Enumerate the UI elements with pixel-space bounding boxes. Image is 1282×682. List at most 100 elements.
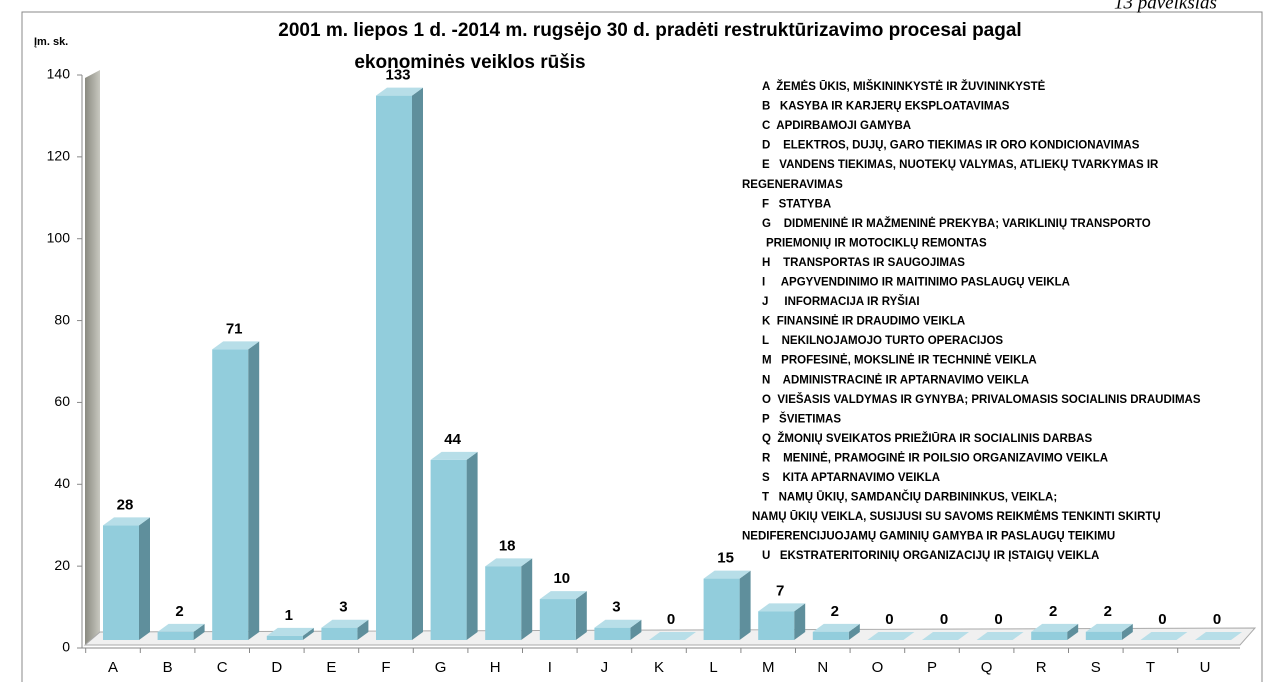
bar-face bbox=[157, 631, 194, 640]
bar-face bbox=[466, 451, 478, 640]
bar-face bbox=[412, 87, 423, 640]
bar bbox=[758, 603, 806, 640]
bar bbox=[922, 632, 969, 640]
legend-line: M PROFESINĖ, MOKSLINĖ IR TECHNINĖ VEIKLA bbox=[762, 354, 1037, 367]
value-label: 2 bbox=[175, 603, 183, 620]
bar-face bbox=[193, 623, 205, 640]
bar-face bbox=[376, 95, 412, 640]
x-tick-label: O bbox=[872, 659, 884, 676]
bar-face bbox=[103, 517, 150, 526]
y-tick-label: 120 bbox=[47, 148, 71, 164]
bar bbox=[1195, 632, 1242, 640]
bar-face bbox=[212, 349, 249, 640]
bar-face bbox=[485, 558, 533, 567]
y-tick-label: 80 bbox=[54, 311, 70, 327]
x-tick-label: P bbox=[927, 659, 937, 676]
bar bbox=[1031, 623, 1079, 640]
x-tick-label: G bbox=[435, 659, 447, 676]
bar-face bbox=[812, 623, 860, 632]
bar bbox=[157, 623, 205, 640]
bar-face bbox=[357, 619, 369, 640]
bar-face bbox=[1195, 632, 1242, 640]
x-tick-label: C bbox=[217, 659, 228, 676]
legend-line: PRIEMONIŲ IR MOTOCIKLŲ REMONTAS bbox=[766, 237, 987, 249]
legend-line: H TRANSPORTAS IR SAUGOJIMAS bbox=[762, 257, 965, 269]
bar bbox=[594, 619, 642, 640]
value-label: 3 bbox=[339, 599, 347, 616]
bar-face bbox=[739, 570, 751, 640]
bar bbox=[430, 451, 478, 640]
bar bbox=[1085, 623, 1133, 640]
x-tick-label: D bbox=[271, 659, 282, 676]
bar bbox=[1140, 632, 1188, 640]
legend-line: P ŠVIETIMAS bbox=[762, 412, 841, 425]
bar-face bbox=[321, 619, 369, 628]
bar-face bbox=[321, 627, 358, 640]
bar-face bbox=[1067, 623, 1079, 640]
y-tick-label: 0 bbox=[62, 639, 70, 655]
bar-face bbox=[266, 635, 303, 640]
x-tick-label: K bbox=[654, 659, 664, 676]
bar-face bbox=[976, 632, 1024, 640]
bar-face bbox=[430, 459, 467, 640]
bar-face bbox=[594, 619, 642, 628]
legend-line: N ADMINISTRACINĖ IR APTARNAVIMO VEIKLA bbox=[762, 373, 1029, 386]
x-tick-label: N bbox=[817, 659, 828, 676]
legend-line: E VANDENS TIEKIMAS, NUOTEKŲ VALYMAS, ATL… bbox=[762, 159, 1159, 171]
bar-face bbox=[594, 627, 631, 640]
value-label: 18 bbox=[499, 537, 516, 554]
legend-line: F STATYBA bbox=[762, 198, 831, 210]
bar-face bbox=[103, 525, 139, 640]
value-label: 0 bbox=[940, 611, 948, 628]
y-axis-label: Įm. sk. bbox=[34, 36, 68, 48]
legend-line: R MENINĖ, PRAMOGINĖ IR POILSIO ORGANIZAV… bbox=[762, 451, 1108, 464]
x-tick-label: S bbox=[1091, 659, 1101, 676]
value-label: 15 bbox=[717, 550, 734, 567]
chart-title: ekonominės veiklos rūšis bbox=[354, 52, 585, 73]
bar-face bbox=[212, 341, 260, 350]
caption: 13 paveikslas bbox=[1114, 0, 1217, 13]
x-tick-label: I bbox=[548, 659, 552, 676]
value-label: 44 bbox=[444, 431, 461, 448]
x-tick-label: J bbox=[601, 659, 609, 676]
bar-face bbox=[302, 627, 314, 640]
legend-line: NEDIFERENCIJUOJAMŲ GAMINIŲ GAMYBA IR PAS… bbox=[742, 531, 1115, 543]
bar-face bbox=[575, 591, 587, 640]
legend-line: B KASYBA IR KARJERŲ EKSPLOATAVIMAS bbox=[762, 101, 1010, 113]
x-tick-label: A bbox=[108, 659, 118, 676]
x-tick-label: E bbox=[326, 659, 336, 676]
bar bbox=[867, 632, 915, 640]
legend-line: I APGYVENDINIMO IR MAITINIMO PASLAUGŲ VE… bbox=[762, 277, 1070, 289]
value-label: 3 bbox=[612, 599, 620, 616]
bar-face bbox=[649, 632, 696, 640]
legend-line: G DIDMENINĖ IR MAŽMENINĖ PREKYBA; VARIKL… bbox=[762, 217, 1151, 230]
value-label: 0 bbox=[885, 611, 893, 628]
legend-line: D ELEKTROS, DUJŲ, GARO TIEKIMAS IR ORO K… bbox=[762, 140, 1140, 152]
bar-face bbox=[1031, 631, 1068, 640]
bar bbox=[103, 517, 150, 640]
x-tick-label: R bbox=[1036, 659, 1047, 676]
value-label: 133 bbox=[385, 67, 410, 84]
bar-face bbox=[157, 623, 205, 632]
bar-face bbox=[139, 517, 150, 640]
x-tick-label: H bbox=[490, 659, 501, 676]
value-label: 2 bbox=[831, 603, 839, 620]
y-tick-label: 60 bbox=[54, 393, 70, 409]
bar-face bbox=[376, 87, 423, 96]
value-label: 0 bbox=[1213, 611, 1221, 628]
y-tick-label: 100 bbox=[47, 229, 71, 245]
bar-face bbox=[630, 619, 642, 640]
bar bbox=[812, 623, 860, 640]
bar-face bbox=[812, 631, 849, 640]
bar-face bbox=[867, 632, 915, 640]
bar-face bbox=[1031, 623, 1079, 632]
bar-face bbox=[1121, 623, 1133, 640]
bar-face bbox=[266, 627, 314, 636]
value-label: 2 bbox=[1104, 603, 1112, 620]
bar-face bbox=[1085, 623, 1133, 632]
bar bbox=[266, 627, 314, 640]
bar bbox=[212, 341, 260, 640]
legend-line: U EKSTRATERITORINIŲ ORGANIZACIJŲ IR ĮSTA… bbox=[762, 550, 1099, 562]
bar-face bbox=[430, 451, 478, 460]
